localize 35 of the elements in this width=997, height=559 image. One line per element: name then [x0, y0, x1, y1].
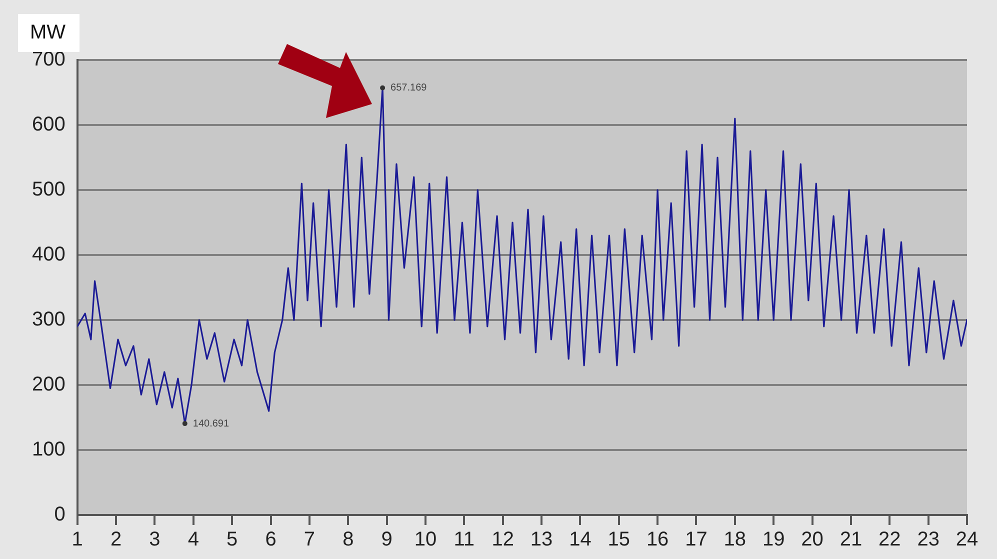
- y-tick-label: 200: [32, 374, 66, 396]
- y-tick-label: 300: [32, 308, 66, 331]
- x-tick-label: 9: [381, 528, 392, 551]
- x-tick-label: 5: [226, 528, 238, 551]
- x-tick-label: 17: [685, 528, 708, 551]
- y-tick-label: 500: [32, 178, 66, 201]
- y-tick-label: 600: [32, 114, 66, 136]
- x-tick-label: 15: [608, 528, 630, 551]
- x-tick-label: 2: [110, 528, 122, 551]
- x-tick-label: 20: [801, 528, 824, 551]
- y-tick-label: 100: [32, 438, 66, 461]
- x-tick-label: 21: [840, 528, 862, 551]
- annotation: 140.691: [192, 418, 230, 430]
- x-tick-label: 12: [492, 528, 514, 551]
- x-tick-label: 6: [265, 528, 276, 551]
- x-tick-label: 19: [762, 528, 785, 551]
- y-tick-label: 0: [54, 504, 66, 526]
- x-tick-label: 18: [724, 528, 746, 551]
- x-tick-label: 1: [72, 528, 83, 551]
- y-axis-title: MW: [30, 22, 66, 44]
- x-tick-label: 23: [917, 528, 940, 551]
- x-tick-label: 4: [188, 528, 199, 551]
- x-tick-label: 22: [878, 528, 901, 551]
- x-tick-label: 14: [569, 528, 592, 551]
- x-tick-label: 10: [414, 528, 437, 551]
- y-tick-label: 700: [32, 48, 66, 71]
- annotation: 657.169: [390, 82, 428, 94]
- x-tick-label: 3: [149, 528, 160, 551]
- x-tick-label: 16: [646, 528, 669, 551]
- y-tick-label: 400: [32, 244, 66, 266]
- x-tick-label: 13: [530, 528, 553, 551]
- x-tick-label: 7: [304, 528, 316, 551]
- x-tick-label: 24: [956, 528, 978, 551]
- x-tick-label: 8: [342, 528, 354, 551]
- x-tick-label: 11: [454, 528, 475, 551]
